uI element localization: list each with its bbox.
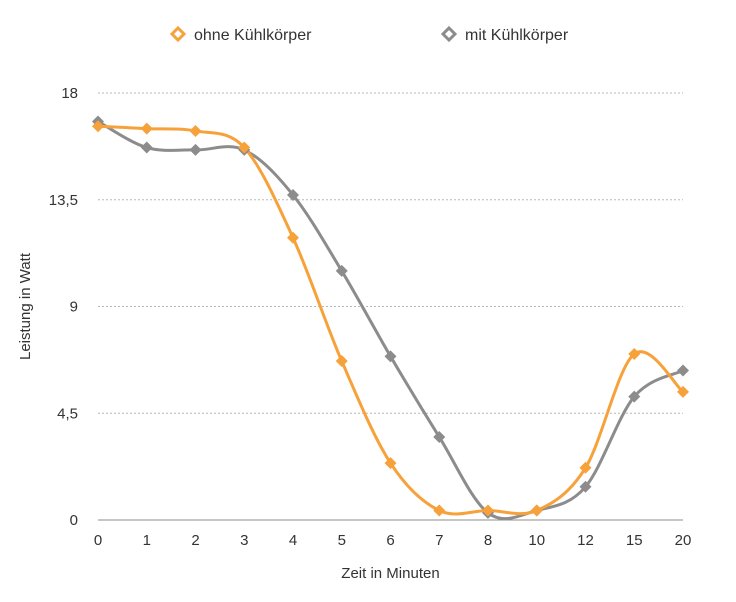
- x-tick-label: 8: [484, 532, 492, 549]
- data-point: [628, 347, 641, 360]
- legend-label: ohne Kühlkörper: [194, 27, 312, 44]
- data-point: [238, 141, 251, 154]
- data-point: [579, 461, 592, 474]
- x-tick-label: 1: [143, 532, 151, 549]
- data-point: [335, 264, 348, 277]
- data-point: [384, 350, 397, 363]
- data-point: [384, 457, 397, 470]
- legend: ohne Kühlkörper mit Kühlkörper: [169, 25, 569, 44]
- x-tick-label: 3: [240, 532, 248, 549]
- data-point: [579, 480, 592, 493]
- data-point: [482, 504, 494, 517]
- x-tick-label: 10: [528, 532, 545, 549]
- data-point: [628, 390, 641, 403]
- data-point: [287, 189, 299, 202]
- data-point: [530, 504, 543, 517]
- data-point: [433, 430, 446, 443]
- x-tick-label: 2: [191, 532, 199, 549]
- legend-marker-icon: [440, 25, 458, 43]
- data-point: [677, 385, 689, 398]
- x-tick-label: 6: [386, 532, 394, 549]
- data-point: [433, 504, 446, 517]
- y-tick-label: 13,5: [49, 192, 78, 209]
- y-tick-label: 0: [70, 512, 78, 529]
- data-point: [287, 231, 299, 244]
- legend-marker-icon: [169, 25, 187, 43]
- data-point: [335, 355, 348, 368]
- x-tick-label: 12: [577, 532, 594, 549]
- legend-label: mit Kühlkörper: [465, 27, 569, 44]
- data-point: [92, 120, 104, 133]
- x-tick-label: 4: [289, 532, 297, 549]
- y-tick-label: 9: [70, 299, 78, 316]
- data-point: [140, 122, 153, 135]
- data-point: [189, 124, 202, 137]
- series-line: [96, 124, 685, 516]
- x-axis-title: Zeit in Minuten: [341, 565, 439, 582]
- y-tick-label: 4,5: [57, 405, 78, 422]
- data-point: [677, 364, 689, 377]
- y-tick-label: 18: [61, 85, 78, 102]
- data-point: [140, 141, 153, 154]
- x-tick-label: 5: [338, 532, 346, 549]
- x-tick-label: 0: [94, 532, 102, 549]
- data-point: [189, 143, 202, 156]
- series-layer: [92, 115, 689, 521]
- x-tick-label: 15: [626, 532, 643, 549]
- legend-item: mit Kühlkörper: [440, 25, 569, 44]
- x-tick-label: 20: [675, 532, 692, 549]
- legend-item: ohne Kühlkörper: [169, 25, 312, 44]
- grid-layer: [98, 92, 683, 414]
- x-tick-label: 7: [435, 532, 443, 549]
- y-axis-title: Leistung in Watt: [17, 252, 34, 360]
